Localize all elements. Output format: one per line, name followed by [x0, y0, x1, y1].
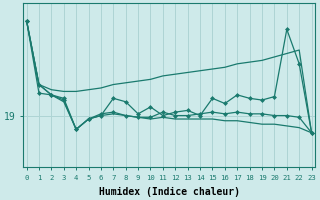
X-axis label: Humidex (Indice chaleur): Humidex (Indice chaleur) — [99, 186, 240, 197]
